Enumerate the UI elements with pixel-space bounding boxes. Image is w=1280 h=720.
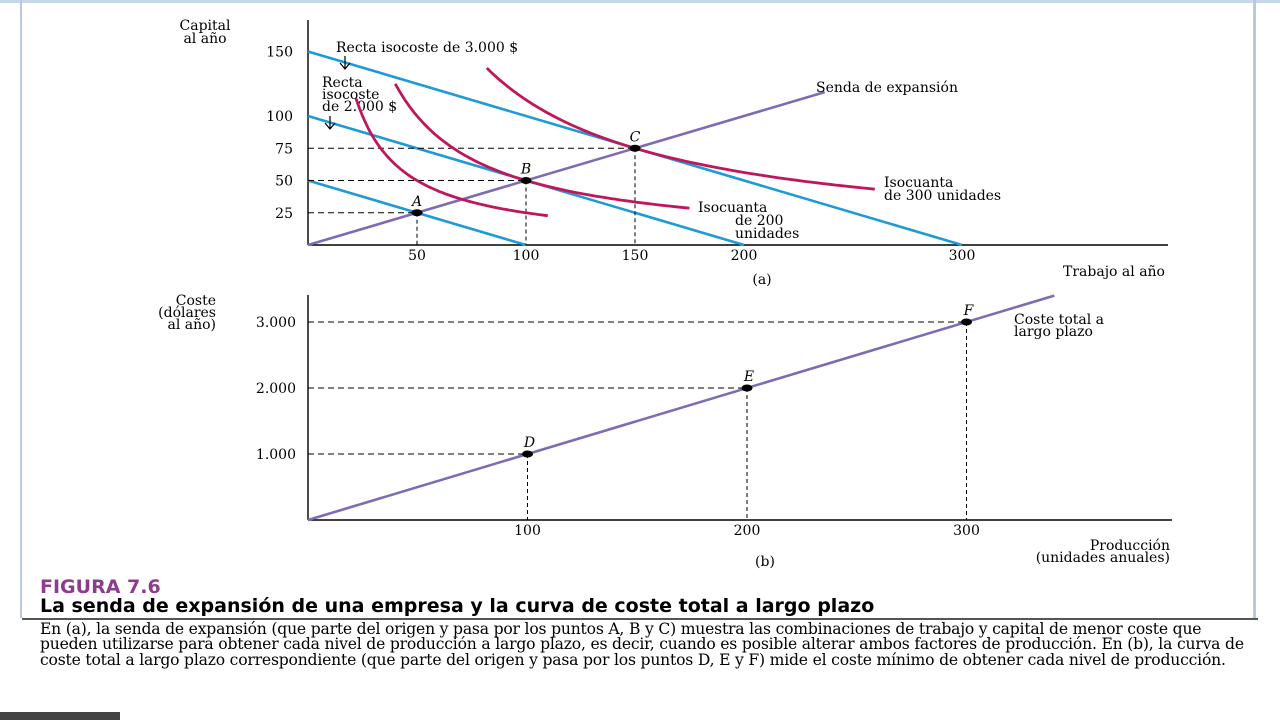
isoquant-label-200: Isocuanta — [698, 200, 767, 216]
y-axis-title: Capital — [180, 18, 231, 34]
isocost-label-2000: Recta — [322, 75, 363, 91]
y-axis-title: al año — [183, 31, 226, 47]
cost-curve-label: largo plazo — [1014, 324, 1093, 340]
y-tick-label: 75 — [275, 141, 293, 157]
point-label: B — [520, 162, 531, 178]
x-tick-label: 150 — [622, 248, 649, 264]
x-tick-label: 200 — [731, 248, 758, 264]
data-point — [520, 177, 532, 184]
expansion-path-line — [307, 90, 826, 247]
isoquant-label-300: de 300 unidades — [884, 188, 1001, 204]
isoquant-label-300: Isocuanta — [884, 175, 953, 191]
figure-caption-title: FIGURA 7.6La senda de expansión de una e… — [40, 578, 1240, 616]
x-tick-label: 100 — [514, 523, 541, 539]
x-tick-label: 100 — [513, 248, 540, 264]
isoquant-label-200: unidades — [735, 226, 799, 242]
data-point — [961, 318, 972, 326]
caption-divider — [22, 618, 1258, 620]
x-tick-label: 50 — [408, 248, 426, 264]
x-axis-title: Trabajo al año — [1063, 264, 1165, 280]
isocost-label-2000: isocoste — [322, 87, 379, 103]
figure-caption-body: En (a), la senda de expansión (que parte… — [40, 620, 1244, 669]
point-label: C — [630, 129, 641, 145]
data-point — [522, 450, 533, 458]
point-label: E — [743, 369, 754, 385]
isoquant-label-200: de 200 — [735, 213, 783, 229]
isocost-label-3000: Recta isocoste de 3.000 $ — [336, 40, 518, 56]
isoquant-curve — [393, 83, 690, 210]
cost-curve-label: Coste total a — [1014, 312, 1104, 328]
bottom-decoration — [0, 712, 120, 720]
y-tick-label: 2.000 — [256, 381, 296, 397]
point-label: D — [523, 435, 535, 451]
y-tick-label: 25 — [275, 206, 293, 222]
y-axis-title: (dólares — [158, 305, 216, 321]
y-axis-title: al año) — [167, 317, 216, 333]
data-point — [411, 209, 423, 217]
point-label: A — [410, 194, 422, 210]
x-tick-label: 300 — [953, 523, 980, 539]
expansion-path-label: Senda de expansión — [816, 80, 958, 96]
y-tick-label: 150 — [266, 45, 293, 61]
x-tick-label: 300 — [949, 248, 976, 264]
y-tick-label: 1.000 — [256, 447, 296, 463]
y-tick-label: 100 — [266, 109, 293, 125]
left-border — [20, 0, 22, 618]
y-tick-label: 50 — [275, 174, 293, 190]
isocost-label-arrow — [339, 56, 351, 70]
y-axis-title: Coste — [176, 293, 216, 309]
point-label: F — [963, 303, 975, 319]
figure-title: La senda de expansión de una empresa y l… — [40, 595, 875, 617]
x-axis-title: Producción — [1090, 538, 1170, 554]
right-border — [1253, 0, 1256, 618]
isoquant-curve — [354, 97, 548, 218]
isocost-label-arrow — [324, 116, 336, 130]
long-run-cost-line — [307, 294, 1055, 522]
panel-label-b: (b) — [755, 554, 775, 570]
figure-label: FIGURA 7.6 — [40, 576, 161, 598]
data-point — [629, 144, 641, 152]
panel-label-a: (a) — [752, 272, 771, 288]
x-tick-label: 200 — [734, 523, 761, 539]
data-point — [741, 384, 753, 392]
isoquant-curve — [485, 66, 875, 191]
y-tick-label: 3.000 — [256, 315, 296, 331]
x-axis-title: (unidades anuales) — [1036, 550, 1170, 566]
